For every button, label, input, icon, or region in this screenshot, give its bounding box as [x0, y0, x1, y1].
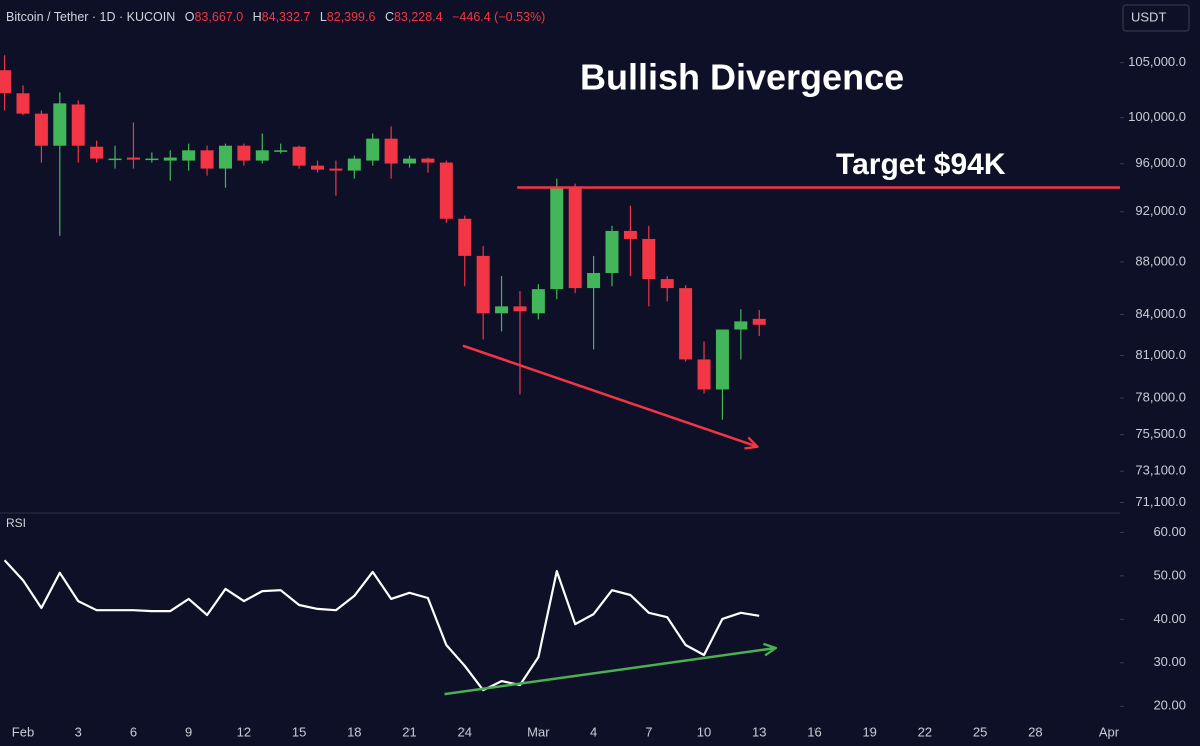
x-tick-label: 22 [918, 724, 932, 739]
quote-value: 82,399.6 [327, 10, 376, 24]
candle-body [237, 145, 251, 161]
candle-body [292, 146, 306, 166]
y-tick-label: 100,000.0 [1128, 109, 1186, 124]
y-tick-label: 78,000.0 [1135, 389, 1186, 404]
candle-body [366, 138, 380, 161]
candle-body [587, 272, 601, 289]
candle-body [476, 255, 490, 314]
candle-body [439, 162, 453, 219]
candle-body [182, 150, 196, 161]
candle-body [623, 230, 637, 239]
y-tick-label: 88,000.0 [1135, 253, 1186, 268]
candle-body [495, 306, 509, 314]
x-tick-label: 4 [590, 724, 597, 739]
candle-body [605, 230, 619, 273]
x-tick-label: 6 [130, 724, 137, 739]
y-tick-label: 71,100.0 [1135, 494, 1186, 509]
quote-label: L [320, 10, 327, 24]
candle-body [421, 158, 435, 163]
x-tick-label: 21 [402, 724, 416, 739]
candle-body [0, 70, 12, 94]
candle-body [734, 321, 748, 330]
candle-body [458, 218, 472, 256]
candle-body [642, 238, 656, 280]
quote-value: 83,228.4 [394, 10, 443, 24]
y-tick-label: 50.00 [1153, 567, 1186, 582]
y-tick-label: 105,000.0 [1128, 54, 1186, 69]
rsi-line [3, 559, 760, 692]
trend-arrow [444, 648, 776, 696]
candle-body [513, 306, 527, 312]
candle-body [403, 158, 417, 164]
trend-arrow [462, 344, 757, 447]
candle-body [384, 138, 398, 164]
x-tick-label: 19 [862, 724, 876, 739]
candle-body [90, 146, 104, 159]
y-tick-label: 84,000.0 [1135, 306, 1186, 321]
candle-body [531, 289, 545, 314]
annotation-target: Target $94K [836, 148, 1006, 181]
candle-body [71, 104, 85, 146]
candle-body [34, 113, 48, 146]
y-tick-label: 20.00 [1153, 698, 1186, 713]
y-tick-label: 92,000.0 [1135, 203, 1186, 218]
x-tick-label: 25 [973, 724, 987, 739]
x-tick-label: 18 [347, 724, 361, 739]
x-tick-label: 28 [1028, 724, 1042, 739]
quote-value: 84,332.7 [262, 10, 311, 24]
x-tick-label: 10 [697, 724, 711, 739]
candle-body [200, 150, 214, 169]
y-tick-label: 40.00 [1153, 611, 1186, 626]
x-tick-label: Feb [12, 724, 34, 739]
candle-body [16, 93, 30, 114]
candle-body [347, 158, 361, 171]
candle-body [752, 318, 766, 325]
quote-label: O [185, 10, 195, 24]
quote-value: 83,667.0 [194, 10, 243, 24]
y-tick-label: 73,100.0 [1135, 463, 1186, 478]
candle-body [53, 103, 67, 146]
quote-label: H [253, 10, 262, 24]
x-tick-label: 7 [645, 724, 652, 739]
y-tick-label: 96,000.0 [1135, 155, 1186, 170]
candle-body [255, 150, 269, 161]
candle-body [679, 288, 693, 360]
quote-label: C [385, 10, 394, 24]
candle-body [715, 329, 729, 390]
x-tick-label: 3 [75, 724, 82, 739]
x-tick-label: 24 [458, 724, 472, 739]
candle-body [274, 150, 288, 152]
change: −446.4 (−0.53%) [452, 10, 545, 24]
candle-body [329, 168, 343, 171]
annotation-title: Bullish Divergence [580, 57, 904, 98]
x-tick-label: Apr [1099, 724, 1120, 739]
x-tick-label: 12 [237, 724, 251, 739]
candle-body [145, 158, 159, 161]
y-tick-label: 75,500.0 [1135, 426, 1186, 441]
header: Bitcoin / Tether · 1D · KUCOIN O83,667.0… [6, 10, 545, 24]
rsi-title: RSI [6, 516, 26, 530]
x-tick-label: 9 [185, 724, 192, 739]
symbol: Bitcoin / Tether · 1D · KUCOIN [6, 10, 175, 24]
candle-body [218, 145, 232, 169]
x-tick-label: Mar [527, 724, 550, 739]
candle-body [660, 279, 674, 289]
x-tick-label: 13 [752, 724, 766, 739]
candle-body [108, 158, 122, 161]
candle-body [550, 187, 564, 290]
candle-body [126, 157, 140, 160]
currency-box[interactable] [1122, 4, 1190, 32]
candle-body [311, 165, 325, 170]
x-tick-label: 15 [292, 724, 306, 739]
candle-body [163, 157, 177, 161]
y-tick-label: 81,000.0 [1135, 347, 1186, 362]
currency[interactable]: USDT [1131, 9, 1166, 24]
candle-body [568, 187, 582, 289]
x-tick-label: 16 [807, 724, 821, 739]
y-tick-label: 30.00 [1153, 654, 1186, 669]
y-tick-label: 60.00 [1153, 524, 1186, 539]
candle-body [697, 359, 711, 390]
